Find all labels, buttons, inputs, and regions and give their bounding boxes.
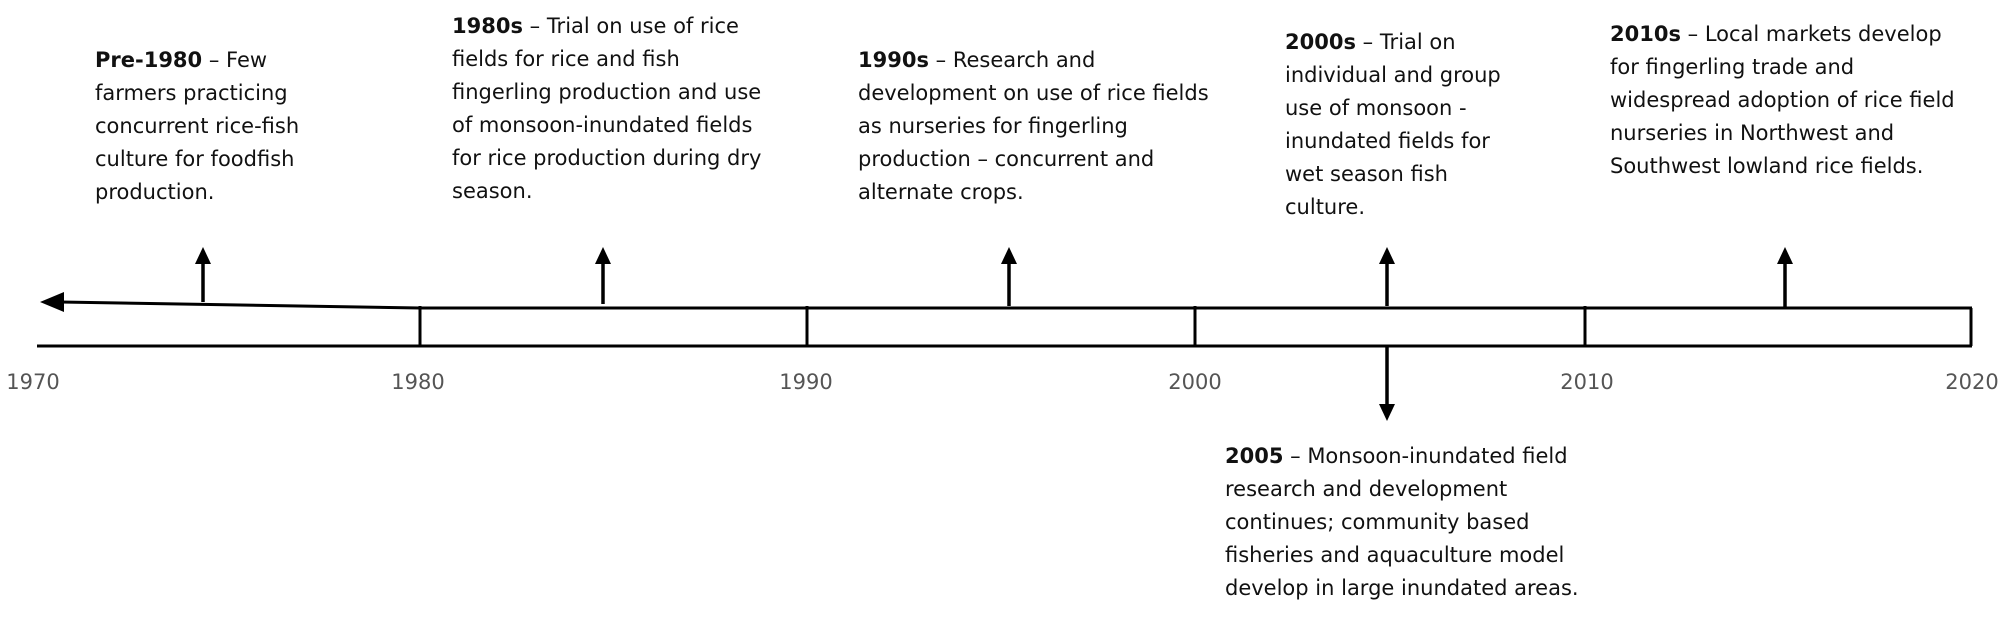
arrow-up-pre-1980 — [195, 247, 211, 302]
event-text: – Monsoon-inundated field research and d… — [1225, 444, 1579, 600]
event-text: – Local markets develop for fingerling t… — [1610, 22, 1955, 178]
arrow-up-2000s — [1379, 247, 1395, 306]
arrow-down-2005 — [1379, 346, 1395, 421]
event-label: Pre-1980 — [95, 48, 203, 72]
event-label: 1980s — [452, 14, 523, 38]
event-text: – Trial on individual and group use of m… — [1285, 30, 1501, 219]
axis-label-2010: 2010 — [1560, 370, 1614, 394]
axis-label-2020: 2020 — [1945, 370, 1999, 394]
event-pre-1980: Pre-1980 – Few farmers practicing concur… — [95, 44, 345, 209]
event-1990s: 1990s – Research and development on use … — [858, 44, 1238, 209]
event-1980s: 1980s – Trial on use of rice fields for … — [452, 10, 770, 208]
axis-label-1980: 1980 — [391, 370, 445, 394]
event-label: 2005 — [1225, 444, 1284, 468]
axis-label-2000: 2000 — [1168, 370, 1222, 394]
event-2010s: 2010s – Local markets develop for finger… — [1610, 18, 1965, 183]
event-label: 2010s — [1610, 22, 1681, 46]
axis-label-1990: 1990 — [779, 370, 833, 394]
timeline-arrow-head — [40, 292, 64, 312]
arrow-up-2010s — [1777, 247, 1793, 308]
timeline-arrow-line — [59, 300, 421, 310]
event-text: – Research and development on use of ric… — [858, 48, 1209, 204]
event-text: – Few farmers practicing concurrent rice… — [95, 48, 300, 204]
arrow-up-1990s — [1001, 247, 1017, 306]
event-2005: 2005 – Monsoon-inundated field research … — [1225, 440, 1605, 605]
event-text: – Trial on use of rice fields for rice a… — [452, 14, 762, 203]
event-label: 2000s — [1285, 30, 1356, 54]
event-2000s: 2000s – Trial on individual and group us… — [1285, 26, 1530, 224]
axis-label-1970: 1970 — [6, 370, 60, 394]
event-label: 1990s — [858, 48, 929, 72]
arrow-up-1980s — [595, 247, 611, 304]
